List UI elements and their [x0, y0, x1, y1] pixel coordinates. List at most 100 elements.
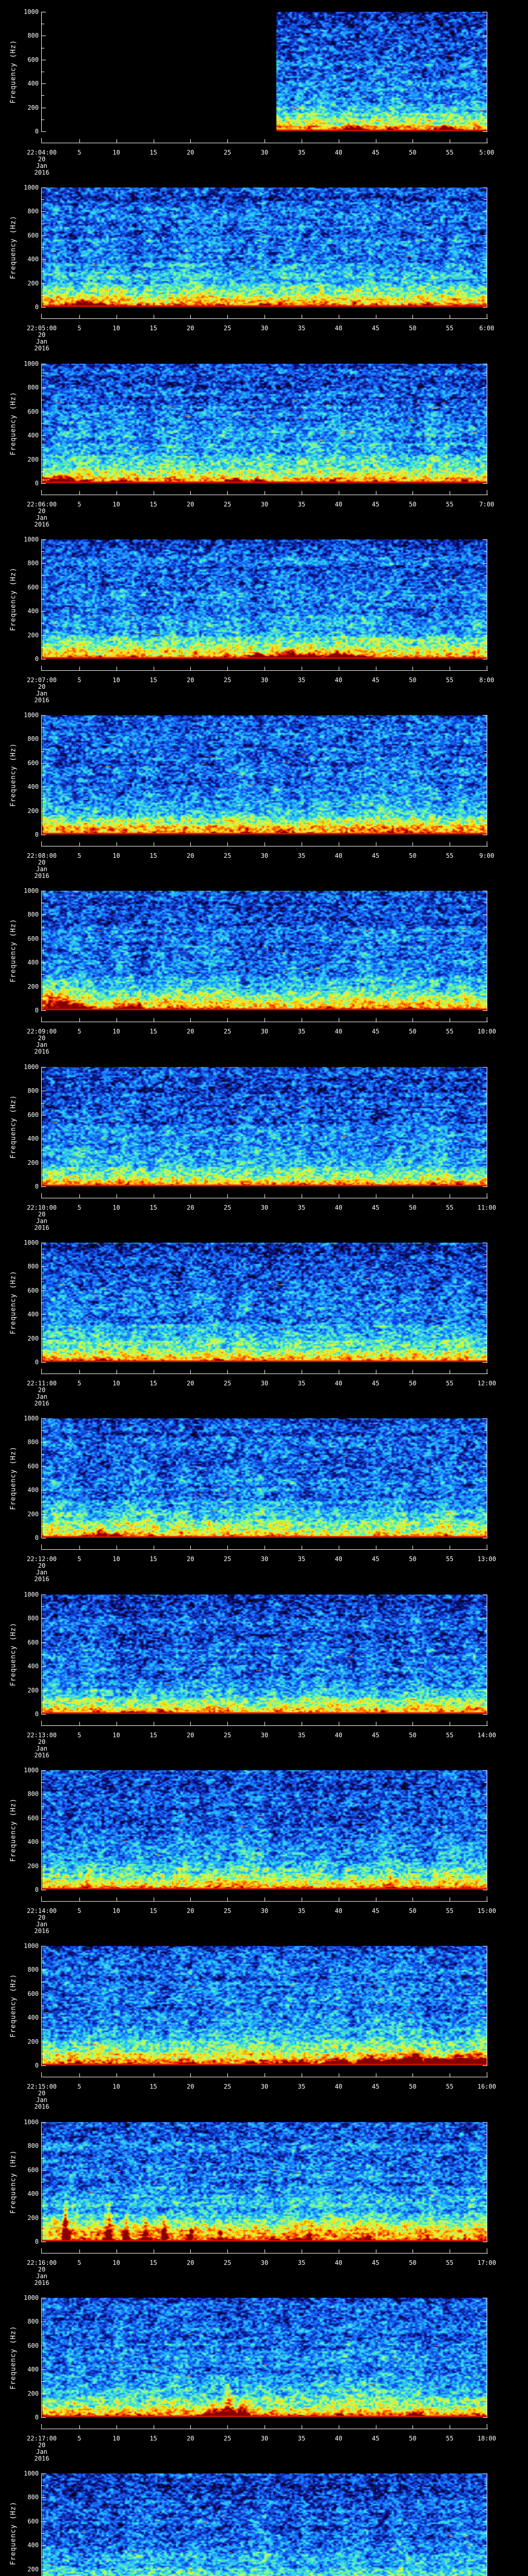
y-tick-label: 200 — [27, 2038, 39, 2045]
y-tick-mark — [484, 2485, 487, 2486]
x-start-time-label: 22:06:00 — [27, 501, 57, 508]
x-tick-label: 55 — [446, 676, 454, 684]
x-tick-mark — [227, 1897, 228, 1901]
date-year-label: 2016 — [34, 2103, 50, 2110]
x-tick-mark — [79, 667, 80, 670]
x-tick-label: 55 — [446, 1028, 454, 1035]
y-tick-mark — [483, 2170, 487, 2171]
y-tick-mark — [484, 551, 487, 552]
y-tick-label: 200 — [27, 807, 39, 815]
x-axis-line — [41, 670, 488, 671]
x-tick-label: 25 — [223, 1028, 232, 1035]
y-axis-line-left — [41, 1243, 42, 1363]
x-tick-label: 35 — [298, 1028, 306, 1035]
x-start-time-label: 22:15:00 — [27, 2083, 57, 2090]
y-tick-mark — [483, 435, 487, 436]
y-tick-mark — [483, 2065, 487, 2066]
y-tick-label: 400 — [27, 1838, 39, 1846]
y-tick-mark — [484, 1678, 487, 1679]
x-tick-label: 50 — [409, 852, 417, 859]
x-tick-label: 10 — [112, 149, 120, 156]
x-tick-label: 25 — [223, 149, 232, 156]
y-tick-mark — [42, 2405, 44, 2406]
x-tick-label: 40 — [335, 501, 342, 508]
y-tick-mark — [42, 1606, 44, 1607]
y-tick-mark — [483, 235, 487, 236]
y-tick-mark — [484, 1326, 487, 1327]
x-start-time-label: 22:14:00 — [27, 1907, 57, 1914]
x-tick-label: 40 — [335, 149, 342, 156]
y-tick-mark — [484, 2405, 487, 2406]
y-tick-mark — [42, 2321, 46, 2322]
x-tick-label: 25 — [223, 676, 232, 684]
y-tick-label: 1000 — [24, 1239, 39, 1246]
y-tick-mark — [484, 647, 487, 648]
date-month-label: Jan — [36, 690, 47, 697]
y-tick-mark — [42, 635, 46, 636]
x-start-time-label: 22:13:00 — [27, 1732, 57, 1739]
spectrogram-panel-11: Frequency (Hz) 22:14:00 15:00 20 Jan 201… — [0, 1758, 528, 1935]
x-tick-mark — [190, 2073, 191, 2077]
y-tick-mark — [484, 2381, 487, 2382]
x-tick-label: 5 — [77, 1555, 81, 1563]
x-tick-label: 35 — [298, 1380, 306, 1387]
x-tick-label: 25 — [223, 2435, 232, 2442]
x-start-time-label: 22:05:00 — [27, 325, 57, 332]
x-tick-mark — [41, 2424, 42, 2429]
x-tick-label: 10 — [112, 2435, 120, 2442]
y-tick-mark — [484, 751, 487, 752]
spectrogram-panel-5: Frequency (Hz) 22:08:00 9:00 20 Jan 2016… — [0, 703, 528, 879]
x-tick-label: 40 — [335, 676, 342, 684]
x-tick-label: 55 — [446, 1555, 454, 1563]
y-tick-mark — [483, 2369, 487, 2370]
y-tick-mark — [42, 283, 46, 284]
y-tick-mark — [484, 271, 487, 272]
x-tick-label: 45 — [372, 852, 380, 859]
x-tick-label: 5 — [77, 852, 81, 859]
y-tick-mark — [483, 1690, 487, 1691]
y-tick-label: 600 — [27, 1638, 39, 1646]
y-axis-line-left — [41, 2122, 42, 2242]
y-tick-label: 600 — [27, 2517, 39, 2525]
x-tick-mark — [41, 1545, 42, 1549]
x-start-time-label: 22:17:00 — [27, 2435, 57, 2442]
x-tick-label: 50 — [409, 2083, 417, 2090]
y-tick-mark — [483, 2545, 487, 2546]
y-tick-label: 0 — [35, 480, 39, 487]
y-tick-label: 200 — [27, 2565, 39, 2573]
date-year-label: 2016 — [34, 872, 50, 879]
x-tick-label: 45 — [372, 1907, 380, 1914]
y-axis-line-left — [41, 2298, 42, 2418]
y-tick-mark — [42, 2569, 46, 2570]
y-tick-mark — [42, 2533, 44, 2534]
y-tick-mark — [483, 587, 487, 588]
y-tick-label: 0 — [35, 303, 39, 311]
y-tick-mark — [42, 2170, 46, 2171]
x-tick-mark — [190, 667, 191, 670]
y-tick-label: 600 — [27, 2166, 39, 2174]
x-tick-label: 30 — [260, 1028, 269, 1035]
x-tick-label: 55 — [446, 852, 454, 859]
x-axis-line — [41, 1725, 488, 1726]
spectrogram-panel-2: Frequency (Hz) 22:05:00 6:00 20 Jan 2016… — [0, 176, 528, 352]
x-tick-mark — [412, 1018, 413, 1022]
y-tick-label: 0 — [35, 2414, 39, 2421]
x-tick-label: 40 — [335, 1732, 342, 1739]
y-tick-label: 0 — [35, 831, 39, 838]
y-tick-label: 200 — [27, 631, 39, 639]
y-tick-label: 400 — [27, 1486, 39, 1494]
x-tick-mark — [41, 2072, 42, 2077]
x-tick-mark — [79, 2073, 80, 2077]
y-tick-mark — [42, 1806, 44, 1807]
x-tick-label: 15 — [150, 325, 157, 332]
date-month-label: Jan — [36, 1217, 47, 1225]
y-tick-mark — [483, 715, 487, 716]
y-tick-mark — [483, 1338, 487, 1339]
y-tick-mark — [484, 1430, 487, 1431]
y-tick-label: 0 — [35, 2238, 39, 2245]
x-tick-label: 15 — [150, 1732, 157, 1739]
y-tick-mark — [42, 1678, 44, 1679]
x-end-time-label: 16:00 — [477, 2083, 497, 2090]
y-tick-label: 1000 — [24, 184, 39, 191]
y-tick-mark — [484, 295, 487, 296]
